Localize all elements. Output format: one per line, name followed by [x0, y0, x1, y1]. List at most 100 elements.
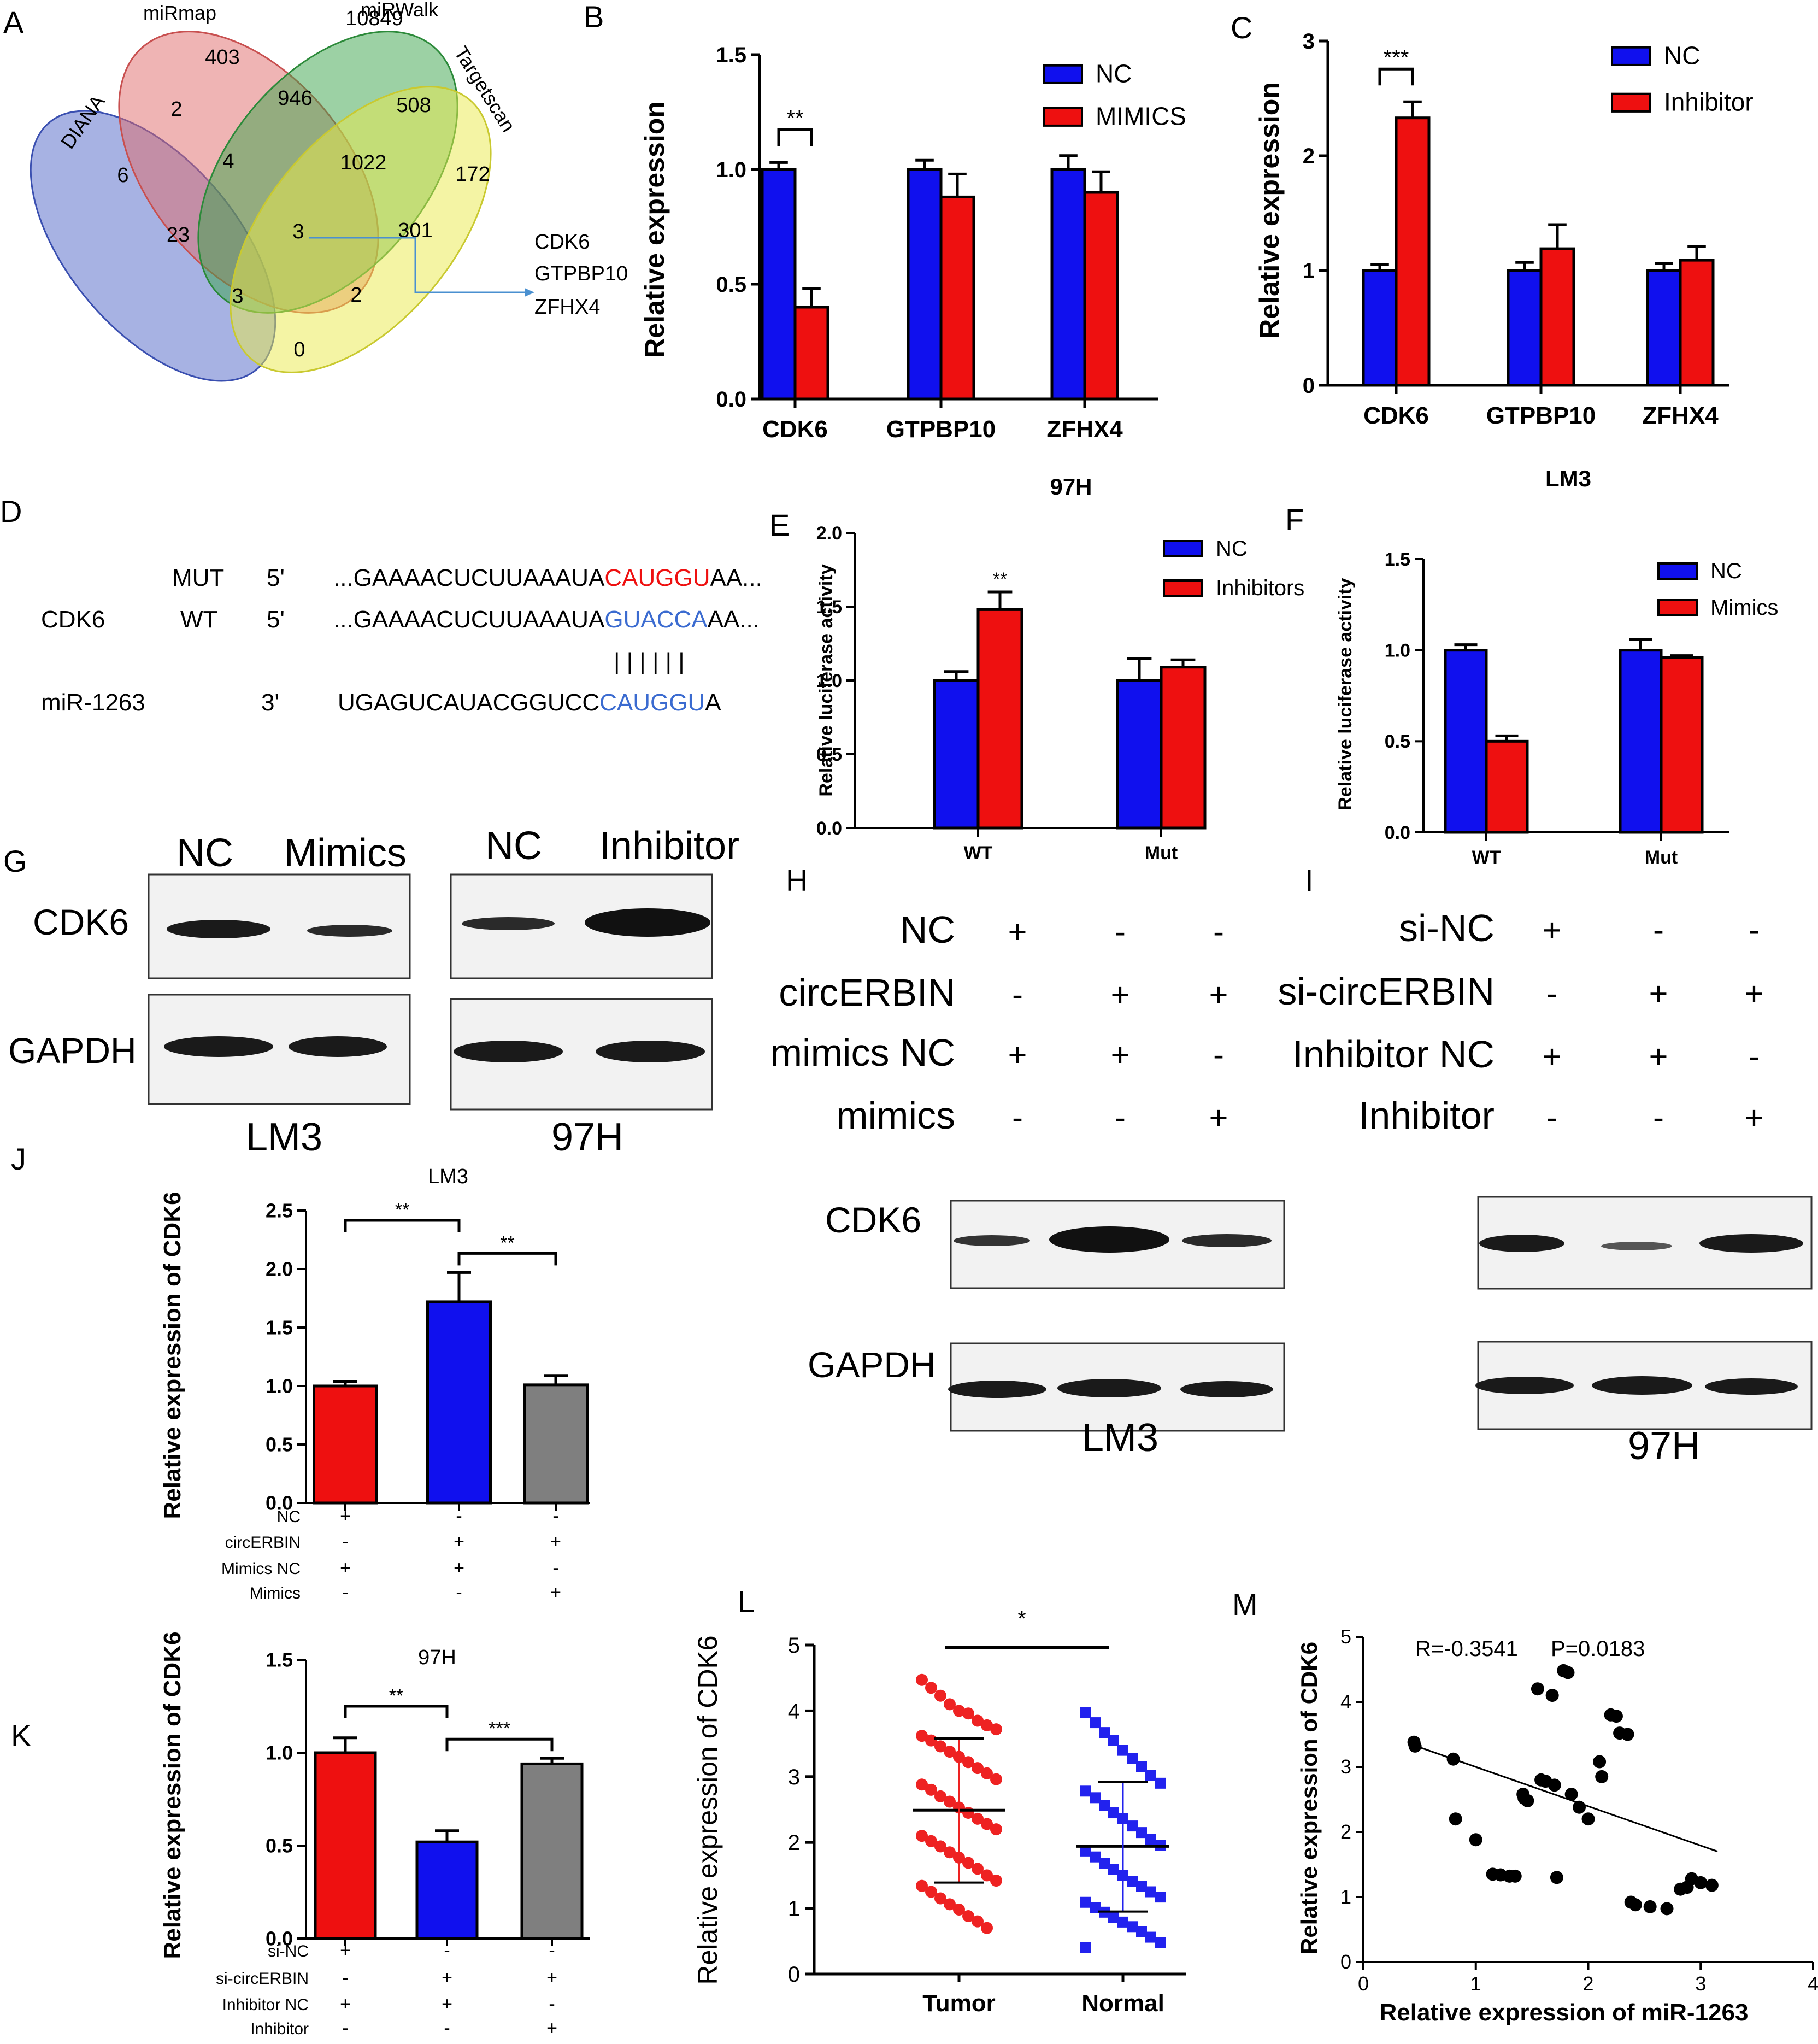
condition-label: NC: [900, 908, 955, 951]
data-point-tumor: [925, 1886, 937, 1898]
data-point-tumor: [934, 1892, 946, 1905]
venn-count: 403: [205, 46, 239, 69]
condition-sign: +: [1209, 976, 1228, 1013]
condition-sign: -: [444, 1940, 450, 1961]
legend-swatch: [1657, 599, 1698, 616]
data-point-normal: [1117, 1916, 1128, 1928]
significance-bracket: [1378, 67, 1414, 86]
condition-sign: +: [1649, 975, 1668, 1012]
condition-label: Mimics: [250, 1584, 301, 1602]
data-point-tumor: [972, 1863, 984, 1875]
blot-band: [454, 1041, 563, 1062]
blot-band: [948, 1381, 1046, 1398]
bar-mimics: [939, 195, 975, 401]
legend-swatch: [1163, 579, 1203, 597]
data-point-normal: [1145, 1770, 1156, 1781]
condition-sign: +: [550, 1582, 561, 1603]
data-point-tumor: [990, 1823, 1002, 1836]
y-tick-label: 1.0: [266, 1742, 293, 1764]
data-point-normal: [1136, 1827, 1147, 1839]
legend-swatch: [1043, 107, 1083, 127]
data-point-normal: [1080, 1845, 1091, 1857]
data-point-tumor: [934, 1689, 946, 1702]
y-tick-label: 0: [788, 1963, 800, 1987]
data-point-normal: [1090, 1792, 1101, 1804]
bar-chart-j: 0.0 0.5 1.0 1.5 2.0 2.5 Relative expression of…: [159, 1165, 590, 1603]
condition-label: Inhibitor NC: [1292, 1033, 1495, 1076]
x-tick-label: 4: [1808, 1972, 1818, 1995]
seq-label-cdk6: CDK6: [41, 606, 105, 633]
y-tick-label: 5: [1340, 1625, 1351, 1648]
data-point-tumor: [916, 1730, 928, 1742]
legend-label: NC: [1710, 559, 1742, 583]
data-point: [1573, 1800, 1586, 1814]
bar-chart-k: 0.0 0.5 1.0 1.5 Relative expression of CDK6 9…: [159, 1631, 590, 2039]
condition-sign: -: [342, 1531, 348, 1552]
legend-label: NC: [1096, 60, 1132, 88]
y-tick-label: 0.5: [1385, 731, 1410, 752]
data-point-tumor: [934, 1840, 946, 1853]
chart-title: LM3: [428, 1165, 468, 1188]
data-point-normal: [1090, 1851, 1101, 1863]
legend-label: NC: [1664, 42, 1700, 70]
data-point-tumor: [972, 1812, 984, 1825]
significance-bracket: [457, 1252, 557, 1266]
blot-band: [1182, 1234, 1272, 1247]
data-point-tumor: [944, 1846, 956, 1859]
panel-label-c: C: [1231, 10, 1252, 45]
seq-pairing: | | | | | |: [614, 648, 685, 675]
significance-label: **: [786, 106, 803, 130]
y-tick-label: 3: [1303, 30, 1315, 54]
data-point: [1561, 1666, 1575, 1679]
data-point: [1469, 1833, 1482, 1847]
data-point-tumor: [916, 1830, 928, 1842]
y-tick-label: 0: [1340, 1951, 1351, 1973]
y-tick-label: 1.0: [716, 158, 746, 182]
data-point-normal: [1099, 1858, 1110, 1869]
condition-sign: -: [342, 2018, 348, 2039]
scatter-plot-m: 0 1 2 3 4 5 0 1 2 3 4 Relative expression of CDK6 Re…: [1296, 1625, 1818, 2026]
data-point: [1660, 1902, 1674, 1916]
venn-count: 3: [292, 220, 304, 243]
y-axis-label: Relative expression of CDK6: [159, 1191, 186, 1519]
data-point-normal: [1080, 1942, 1091, 1953]
condition-sign: -: [1213, 913, 1224, 950]
y-tick-label: 1.5: [1385, 549, 1410, 570]
significance-bracket: [777, 128, 813, 146]
cell-line-label: 97H: [551, 1115, 623, 1159]
x-tick-label: CDK6: [1363, 402, 1429, 429]
y-tick-label: 5: [788, 1634, 800, 1658]
significance-bracket: [344, 1705, 449, 1718]
data-point: [1621, 1728, 1634, 1741]
y-axis-label: Relative luciferase activity: [816, 564, 837, 796]
chart-title: 97H: [418, 1646, 456, 1669]
condition-label: Inhibitor: [250, 2020, 309, 2038]
y-tick-label: 1: [788, 1897, 800, 1921]
lane-label: NC: [176, 831, 233, 875]
data-point: [1550, 1871, 1563, 1884]
bar-chart-f: 0.0 0.5 1.0 1.5 Relative luciferase activity…: [1335, 549, 1778, 868]
x-tick-label: GTPBP10: [886, 416, 996, 443]
data-point-tumor: [934, 1740, 946, 1753]
x-tick-label: 2: [1582, 1972, 1593, 1995]
condition-sign: -: [552, 1506, 558, 1526]
condition-label: Inhibitor: [1358, 1094, 1495, 1137]
data-point-tumor: [953, 1705, 965, 1717]
y-tick-label: 0.0: [266, 1492, 293, 1514]
x-tick-label: ZFHX4: [1046, 416, 1123, 443]
y-tick-label: 0.5: [266, 1434, 293, 1456]
data-point-normal: [1108, 1864, 1119, 1875]
venn-count: 4: [222, 150, 234, 173]
condition-grid-h: NC + - - circERBIN - + + mimics NC + + - mimics - - +: [770, 908, 1228, 1137]
y-tick-label: 0.0: [716, 387, 746, 412]
lane-label: Inhibitor: [599, 824, 739, 868]
blot-band: [307, 925, 392, 937]
condition-sign: -: [456, 1506, 462, 1526]
condition-label: Mimics NC: [221, 1560, 301, 1578]
data-point-tumor: [981, 1719, 993, 1731]
condition-sign: +: [1745, 1099, 1764, 1136]
y-tick-label: 3: [1340, 1755, 1351, 1778]
bar-nc: [1619, 649, 1663, 834]
venn-count: 10849: [345, 7, 403, 30]
venn-arrow-head: [525, 288, 534, 297]
